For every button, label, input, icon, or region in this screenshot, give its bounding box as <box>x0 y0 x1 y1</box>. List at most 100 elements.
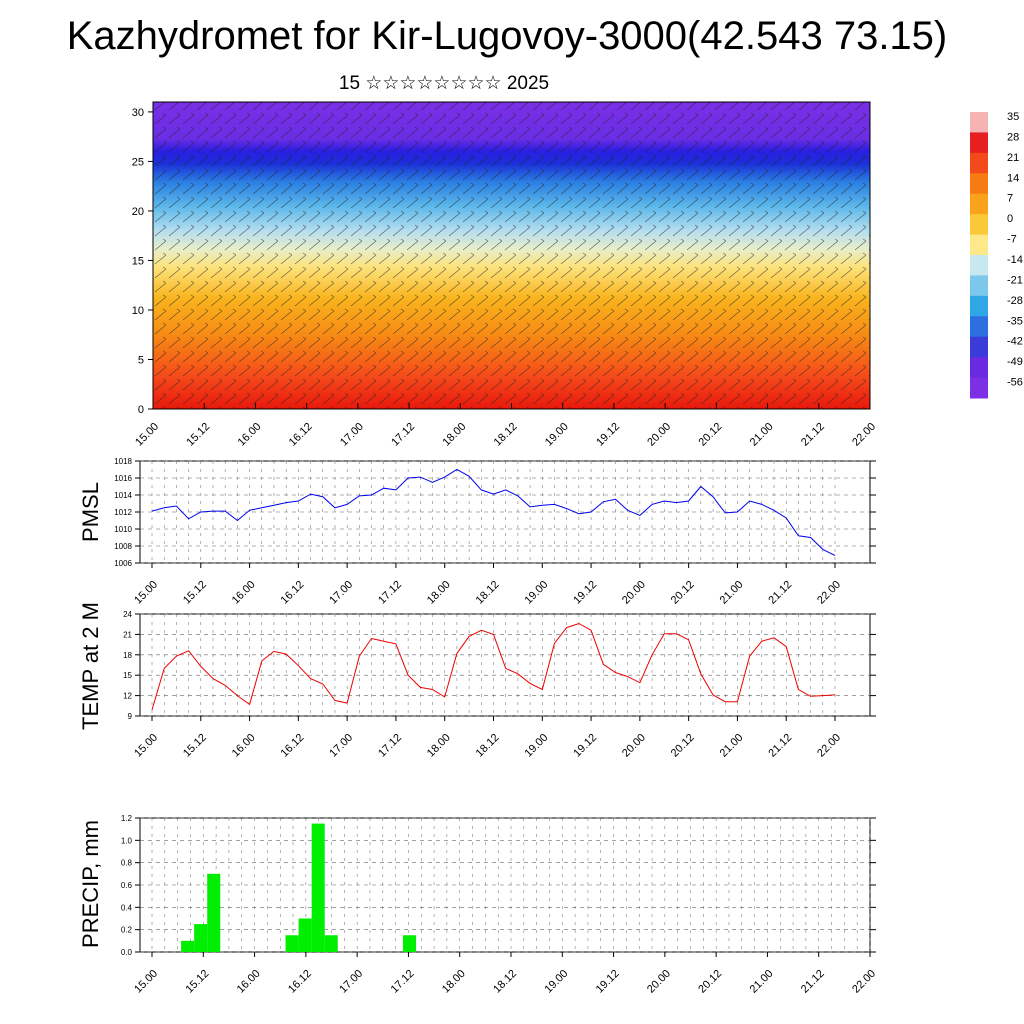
precip-bar <box>298 918 312 952</box>
temp-y-tick-label: 21 <box>123 630 132 639</box>
pmsl-y-tick-label: 1018 <box>114 457 132 466</box>
heatmap-x-tick-label: 20.00 <box>645 421 673 449</box>
pmsl-x-tick-label: 17.12 <box>376 579 404 607</box>
heatmap-x-tick-label: 20.12 <box>697 421 725 449</box>
heatmap-x-tick-label: 19.12 <box>594 421 622 449</box>
temp-x-tick-label: 18.12 <box>474 732 502 760</box>
temp-x-tick-label: 19.12 <box>571 732 599 760</box>
colorbar-label: 35 <box>1007 111 1019 123</box>
colorbar-segment <box>970 193 988 215</box>
colorbar-segment <box>970 132 988 154</box>
temp-y-tick-label: 18 <box>123 651 132 660</box>
precip-x-tick-label: 18.12 <box>491 968 519 996</box>
precip-bar <box>285 935 299 952</box>
colorbar-label: -28 <box>1007 295 1023 307</box>
precip-y-tick-label: 0.8 <box>121 859 133 868</box>
colorbar-segment <box>970 214 988 236</box>
colorbar-label: -56 <box>1007 377 1023 389</box>
pmsl-y-tick-label: 1012 <box>114 508 132 517</box>
temp-x-tick-label: 18.00 <box>425 732 453 760</box>
heatmap-x-tick-label: 16.12 <box>287 421 315 449</box>
precip-y-tick-label: 0.4 <box>121 903 133 912</box>
pmsl-x-tick-label: 21.00 <box>718 579 746 607</box>
temp-y-tick-label: 12 <box>123 692 132 701</box>
colorbar-segment <box>970 173 988 195</box>
precip-x-tick-label: 17.00 <box>337 968 365 996</box>
pmsl-x-tick-label: 18.00 <box>425 579 453 607</box>
colorbar-label: 21 <box>1007 152 1019 164</box>
precip-x-tick-label: 15.12 <box>183 968 211 996</box>
precip-bar <box>181 940 195 952</box>
heatmap-x-tick-label: 17.12 <box>389 421 417 449</box>
heatmap-y-tick-label: 25 <box>132 156 144 168</box>
temp-x-tick-label: 17.12 <box>376 732 404 760</box>
colorbar-segment <box>970 357 988 379</box>
pmsl-y-tick-label: 1016 <box>114 474 132 483</box>
heatmap-x-tick-label: 16.00 <box>236 421 264 449</box>
precip-y-tick-label: 0.2 <box>121 926 133 935</box>
precip-x-tick-label: 21.00 <box>748 968 776 996</box>
pmsl-x-tick-label: 17.00 <box>327 579 355 607</box>
chart-title: Kazhydromet for Kir-Lugovoy-3000(42.543 … <box>66 14 948 58</box>
pmsl-x-tick-label: 20.00 <box>620 579 648 607</box>
temp-y-tick-label: 24 <box>123 610 132 619</box>
heatmap-x-tick-label: 15.00 <box>133 421 161 449</box>
pmsl-x-tick-label: 16.00 <box>230 579 258 607</box>
precip-bar <box>207 873 221 952</box>
pmsl-x-tick-label: 21.12 <box>766 579 794 607</box>
pmsl-y-tick-label: 1006 <box>114 559 132 568</box>
precip-y-axis-label: PRECIP, mm <box>78 820 103 948</box>
colorbar-segment <box>970 112 988 133</box>
temp-series-line <box>151 622 836 711</box>
colorbar-label: -14 <box>1007 254 1023 266</box>
temp-x-tick-label: 21.12 <box>766 732 794 760</box>
precip-x-tick-label: 20.00 <box>645 968 673 996</box>
heatmap-x-tick-label: 21.12 <box>799 421 827 449</box>
heatmap-y-tick-label: 10 <box>132 305 144 317</box>
precip-x-tick-label: 16.00 <box>235 968 263 996</box>
temp-x-tick-label: 22.00 <box>815 732 843 760</box>
heatmap-y-tick-label: 0 <box>138 404 144 416</box>
colorbar-label: -42 <box>1007 336 1023 348</box>
pmsl-x-tick-label: 16.12 <box>279 579 307 607</box>
heatmap-x-tick-label: 22.00 <box>850 421 878 449</box>
temp-y-axis-label: TEMP at 2 M <box>78 602 103 730</box>
temp-x-tick-label: 19.00 <box>522 732 550 760</box>
pmsl-y-axis-label: PMSL <box>78 482 103 542</box>
heatmap-x-tick-label: 21.00 <box>748 421 776 449</box>
pmsl-y-tick-label: 1008 <box>114 542 132 551</box>
colorbar-label: -7 <box>1007 234 1017 246</box>
temp-x-tick-label: 16.00 <box>230 732 258 760</box>
heatmap-x-tick-label: 17.00 <box>338 421 366 449</box>
heatmap-x-tick-label: 18.00 <box>440 421 468 449</box>
colorbar-segment <box>970 275 988 297</box>
precip-x-tick-label: 19.00 <box>542 968 570 996</box>
temp-x-tick-label: 15.12 <box>181 732 209 760</box>
temp-x-tick-label: 21.00 <box>718 732 746 760</box>
temp-x-tick-label: 20.12 <box>669 732 697 760</box>
colorbar-label: -21 <box>1007 274 1023 286</box>
colorbar-segment <box>970 377 988 399</box>
temp-y-tick-label: 9 <box>128 712 133 721</box>
temp-x-tick-label: 17.00 <box>327 732 355 760</box>
pmsl-x-tick-label: 15.12 <box>181 579 209 607</box>
colorbar-label: 14 <box>1007 172 1019 184</box>
heatmap-y-tick-label: 5 <box>138 354 144 366</box>
colorbar-label: 28 <box>1007 131 1019 143</box>
colorbar-label: 0 <box>1007 213 1013 225</box>
wind-barbs <box>153 102 870 409</box>
precip-y-tick-label: 0.6 <box>121 881 133 890</box>
precip-bar <box>194 924 208 952</box>
temp-y-tick-label: 15 <box>123 671 132 680</box>
pmsl-x-tick-label: 22.00 <box>815 579 843 607</box>
precip-x-tick-label: 22.00 <box>850 968 878 996</box>
chart-subtitle: 15 ☆☆☆☆☆☆☆☆ 2025 <box>338 73 550 94</box>
precip-bar <box>324 935 338 952</box>
heatmap-y-tick-label: 30 <box>132 107 144 119</box>
colorbar-segment <box>970 316 988 338</box>
precip-x-tick-label: 16.12 <box>286 968 314 996</box>
temp-x-tick-label: 20.00 <box>620 732 648 760</box>
heatmap-y-tick-label: 15 <box>132 255 144 267</box>
colorbar-segment <box>970 336 988 358</box>
colorbar-segment <box>970 255 988 276</box>
